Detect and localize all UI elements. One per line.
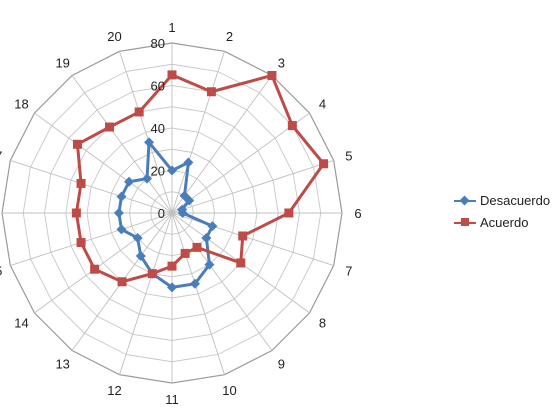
axis-label: 19 [55,56,69,71]
data-point [184,195,195,206]
labels: 0204060801234567891011121314151617181920 [0,20,362,407]
grid-spoke [171,75,273,214]
data-point [167,282,177,293]
data-point [238,231,248,241]
axis-label: 2 [226,29,233,44]
data-point [204,259,215,270]
axis-label: 1 [168,20,175,35]
data-point [167,165,177,176]
grid-spoke [34,112,173,214]
axis-label: 8 [319,315,326,330]
data-point [124,176,135,187]
axis-label: 9 [278,356,285,371]
data-point [287,121,297,131]
grid-spoke [34,212,173,314]
data-point [189,278,200,289]
axis-label: 7 [345,263,352,278]
axis-label: 15 [0,263,2,278]
grid [1,42,343,384]
data-point [192,242,202,252]
axis-label: 18 [14,97,28,112]
axis-label: 13 [55,356,69,371]
data-point [134,107,144,117]
data-point [167,70,177,80]
radial-tick-label: 40 [151,121,165,136]
series-layer [71,70,329,293]
data-point [144,137,155,148]
data-point [319,159,329,169]
grid-spoke [171,212,273,351]
grid-spoke [171,112,310,214]
data-point [207,221,218,232]
data-point [201,232,212,243]
data-point [180,248,190,258]
axis-label: 12 [107,383,121,398]
data-point [116,224,127,235]
data-point [284,208,294,218]
axis-label: 6 [354,206,361,221]
data-point [267,70,277,80]
data-point [206,87,216,97]
grid-spoke [10,212,173,266]
data-point [113,208,124,218]
grid-spoke [119,212,173,375]
grid-spoke [71,75,173,214]
data-point [183,157,194,168]
radial-tick-label: 60 [151,79,165,94]
data-point [135,250,146,261]
data-point [71,208,81,218]
data-point [72,139,82,149]
axis-label: 20 [107,29,121,44]
data-point [177,208,188,218]
grid-spoke [10,160,173,214]
legend-marker-square-icon [461,218,469,226]
data-point [132,232,143,243]
data-point [142,173,153,184]
axis-label: 4 [319,97,326,112]
data-point [116,191,127,202]
grid-spoke [119,51,173,214]
data-point [90,264,100,274]
axis-label: 3 [278,56,285,71]
radial-tick-label: 80 [151,36,165,51]
axis-label: 10 [222,383,236,398]
data-point [117,277,127,287]
data-point [167,261,177,271]
axis-label: 14 [14,315,28,330]
legend-label-desacuerdo: Desacuerdo [480,193,551,208]
axis-label: 17 [0,149,2,164]
grid-spoke [171,51,225,214]
radial-tick-label: 20 [151,164,165,179]
data-point [147,269,157,279]
data-point [76,238,86,248]
axis-label: 11 [165,392,179,407]
legend-label-acuerdo: Acuerdo [480,215,529,230]
data-point [105,122,115,132]
radial-tick-label: 0 [158,206,165,221]
grid-spoke [171,212,334,266]
data-point [236,258,246,268]
grid-spoke [171,160,334,214]
axis-label: 5 [345,149,352,164]
grid-spoke [171,212,225,375]
data-point [76,178,86,188]
